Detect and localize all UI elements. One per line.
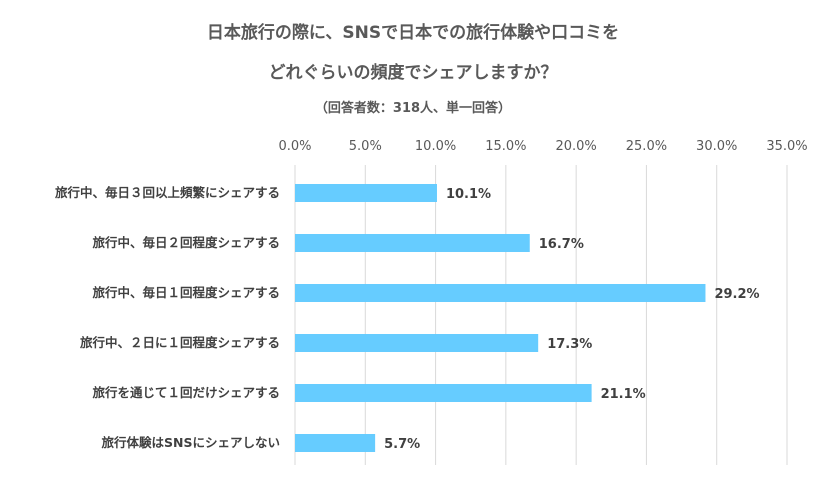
x-axis-ticks: 0.0% 5.0% 10.0% 15.0% 20.0% 25.0% 30.0% 35.0% xyxy=(278,139,807,154)
bar xyxy=(295,184,437,202)
x-tick-label: 10.0% xyxy=(415,139,456,154)
data-label: 29.2% xyxy=(714,287,759,302)
chart-title-line2: どれぐらいの頻度でシェアしますか？ xyxy=(269,62,558,83)
x-tick-label: 25.0% xyxy=(626,139,667,154)
category-label: 旅行中、２日に１回程度シェアする xyxy=(79,335,280,350)
category-labels: 旅行中、毎日３回以上頻繁にシェアする旅行中、毎日２回程度シェアする旅行中、毎日１… xyxy=(54,185,280,450)
category-label: 旅行中、毎日３回以上頻繁にシェアする xyxy=(54,185,280,200)
category-label: 旅行中、毎日２回程度シェアする xyxy=(91,235,280,250)
x-tick-label: 20.0% xyxy=(555,139,596,154)
x-tick-label: 5.0% xyxy=(349,139,382,154)
grid-lines xyxy=(294,165,788,465)
data-label: 21.1% xyxy=(601,387,646,402)
data-label: 16.7% xyxy=(539,237,584,252)
category-label: 旅行体験はSNSにシェアしない xyxy=(101,435,280,450)
data-label: 10.1% xyxy=(446,187,491,202)
x-tick-label: 30.0% xyxy=(696,139,737,154)
bar xyxy=(295,384,592,402)
x-tick-label: 15.0% xyxy=(485,139,526,154)
data-labels: 10.1% 16.7% 29.2% 17.3% 21.1% 5.7% xyxy=(384,187,759,452)
bar xyxy=(295,334,539,352)
x-tick-label: 0.0% xyxy=(278,139,311,154)
chart-title-line1: 日本旅行の際に、SNSで日本での旅行体験や口コミを xyxy=(207,22,619,43)
data-label: 17.3% xyxy=(547,337,592,352)
category-label: 旅行を通じて１回だけシェアする xyxy=(91,385,280,400)
bar xyxy=(295,234,530,252)
x-tick-label: 35.0% xyxy=(766,139,807,154)
data-label: 5.7% xyxy=(384,437,420,452)
bars xyxy=(295,184,706,452)
bar xyxy=(295,434,376,452)
category-label: 旅行中、毎日１回程度シェアする xyxy=(91,285,280,300)
chart-subtitle: （回答者数：318人、単一回答） xyxy=(315,100,511,116)
bar xyxy=(295,284,706,302)
